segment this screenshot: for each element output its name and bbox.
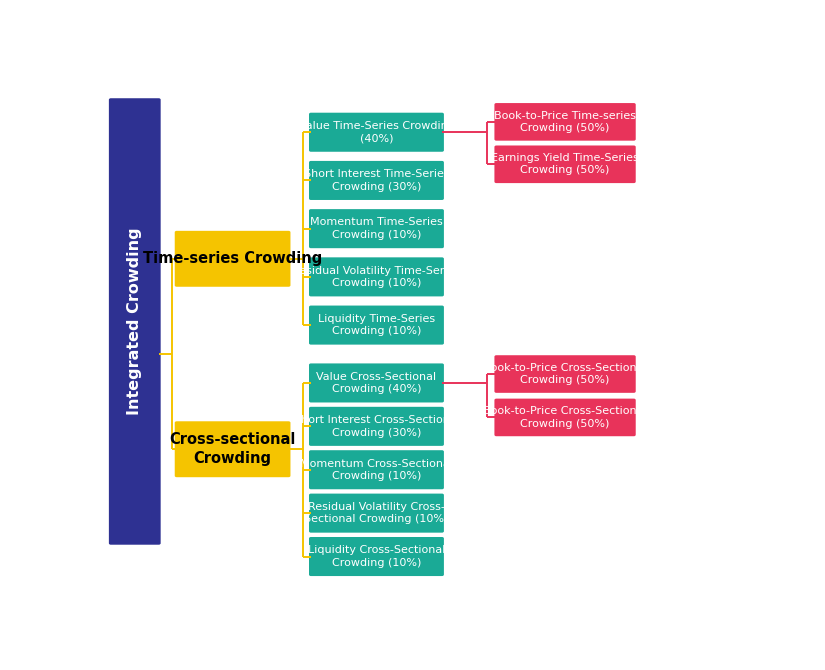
FancyBboxPatch shape bbox=[309, 363, 444, 403]
FancyBboxPatch shape bbox=[309, 306, 444, 344]
Text: Residual Volatility Cross-
Sectional Crowding (10%): Residual Volatility Cross- Sectional Cro… bbox=[304, 502, 449, 525]
FancyBboxPatch shape bbox=[309, 113, 444, 152]
FancyBboxPatch shape bbox=[309, 209, 444, 248]
Text: Liquidity Cross-Sectional
Crowding (10%): Liquidity Cross-Sectional Crowding (10%) bbox=[308, 545, 446, 567]
Text: Book-to-Price Cross-Sectional
Crowding (50%): Book-to-Price Cross-Sectional Crowding (… bbox=[483, 363, 647, 385]
Text: Cross-sectional
Crowding: Cross-sectional Crowding bbox=[169, 432, 296, 466]
Text: Value Time-Series Crowding
(40%): Value Time-Series Crowding (40%) bbox=[299, 121, 455, 143]
FancyBboxPatch shape bbox=[494, 145, 636, 183]
FancyBboxPatch shape bbox=[494, 399, 636, 436]
Text: Short Interest Time-Series
Crowding (30%): Short Interest Time-Series Crowding (30%… bbox=[304, 170, 450, 192]
FancyBboxPatch shape bbox=[175, 421, 290, 477]
Text: Residual Volatility Time-Series
Crowding (10%): Residual Volatility Time-Series Crowding… bbox=[292, 266, 460, 288]
Text: Integrated Crowding: Integrated Crowding bbox=[127, 228, 142, 415]
FancyBboxPatch shape bbox=[309, 161, 444, 200]
Text: Value Cross-Sectional
Crowding (40%): Value Cross-Sectional Crowding (40%) bbox=[317, 372, 436, 394]
Text: Momentum Time-Series
Crowding (10%): Momentum Time-Series Crowding (10%) bbox=[310, 218, 443, 240]
FancyBboxPatch shape bbox=[494, 103, 636, 141]
Text: Liquidity Time-Series
Crowding (10%): Liquidity Time-Series Crowding (10%) bbox=[318, 314, 435, 336]
FancyBboxPatch shape bbox=[309, 537, 444, 576]
Text: Book-to-Price Time-series
Crowding (50%): Book-to-Price Time-series Crowding (50%) bbox=[494, 111, 636, 133]
FancyBboxPatch shape bbox=[175, 231, 290, 287]
FancyBboxPatch shape bbox=[309, 407, 444, 446]
FancyBboxPatch shape bbox=[494, 355, 636, 393]
FancyBboxPatch shape bbox=[309, 494, 444, 533]
FancyBboxPatch shape bbox=[109, 98, 161, 545]
Text: Book-to-Price Cross-Sectional
Crowding (50%): Book-to-Price Cross-Sectional Crowding (… bbox=[483, 406, 647, 429]
Text: Momentum Cross-Sectional
Crowding (10%): Momentum Cross-Sectional Crowding (10%) bbox=[300, 458, 453, 481]
Text: Time-series Crowding: Time-series Crowding bbox=[143, 251, 323, 266]
FancyBboxPatch shape bbox=[309, 450, 444, 489]
FancyBboxPatch shape bbox=[309, 257, 444, 296]
Text: Earnings Yield Time-Series
Crowding (50%): Earnings Yield Time-Series Crowding (50%… bbox=[491, 153, 639, 176]
Text: Short Interest Cross-Sectional
Crowding (30%): Short Interest Cross-Sectional Crowding … bbox=[294, 415, 460, 438]
